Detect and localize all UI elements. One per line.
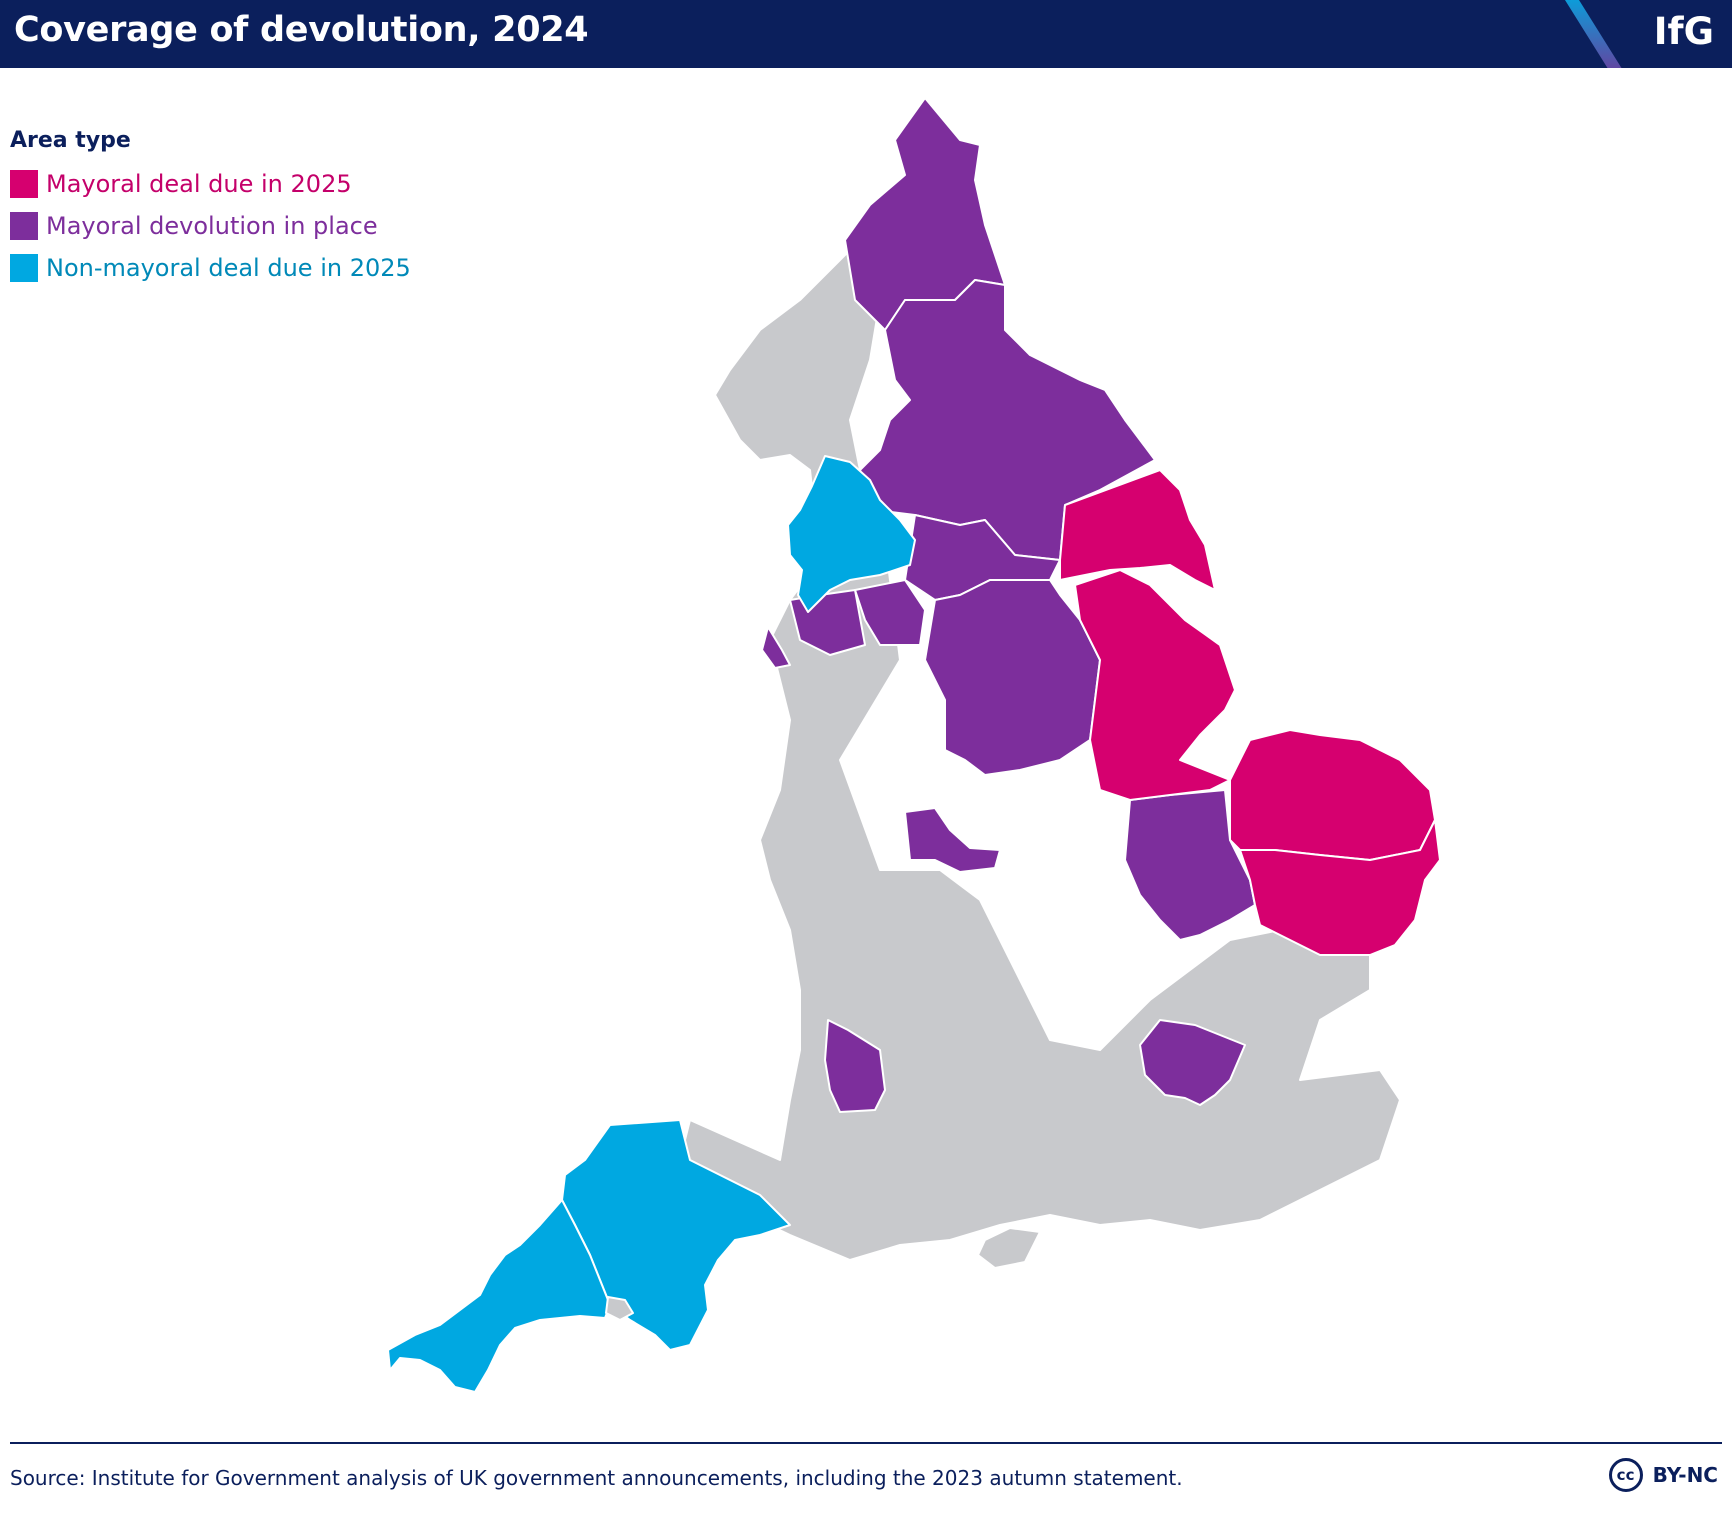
region-west-of-england: [824, 1019, 886, 1113]
region-norfolk: [1229, 729, 1436, 861]
region-east-midlands: [924, 579, 1101, 776]
legend-item-mayoral-deal-2025: Mayoral deal due in 2025: [10, 163, 411, 205]
footer-divider: [10, 1442, 1722, 1444]
cc-icon: cc: [1608, 1458, 1643, 1492]
legend-label: Mayoral deal due in 2025: [46, 170, 352, 198]
england-map: [387, 97, 1441, 1393]
legend-label: Mayoral devolution in place: [46, 212, 378, 240]
legend-swatch: [10, 170, 38, 198]
region-plymouth: [605, 1296, 634, 1321]
license-text: BY-NC: [1652, 1463, 1718, 1487]
header-bar: Coverage of devolution, 2024 IfG: [0, 0, 1732, 68]
legend-title: Area type: [10, 128, 131, 153]
region-suffolk: [1239, 819, 1441, 956]
page-title: Coverage of devolution, 2024: [14, 10, 589, 50]
region-cornwall: [387, 1199, 611, 1393]
region-liverpool-wirral: [761, 626, 791, 669]
license-badge[interactable]: cc BY-NC: [1608, 1458, 1718, 1492]
region-isle-of-wight: [977, 1227, 1041, 1269]
header-accent-stripe: [1558, 0, 1636, 68]
region-lancashire: [787, 455, 916, 613]
region-greater-lincolnshire: [1074, 569, 1236, 801]
region-cambridgeshire-peterborough: [1124, 789, 1256, 941]
ifg-logo: IfG: [1653, 10, 1714, 53]
legend-item-mayoral-in-place: Mayoral devolution in place: [10, 205, 411, 247]
region-hull-east-yorkshire: [1059, 469, 1216, 591]
legend: Area type Mayoral deal due in 2025 Mayor…: [10, 128, 411, 289]
legend-label: Non-mayoral deal due in 2025: [46, 254, 411, 282]
region-london: [1139, 1019, 1246, 1106]
region-west-midlands: [904, 807, 1001, 873]
legend-item-non-mayoral-2025: Non-mayoral deal due in 2025: [10, 247, 411, 289]
region-greater-manchester: [854, 579, 926, 646]
legend-swatch: [10, 212, 38, 240]
legend-swatch: [10, 254, 38, 282]
source-note: Source: Institute for Government analysi…: [10, 1466, 1183, 1490]
